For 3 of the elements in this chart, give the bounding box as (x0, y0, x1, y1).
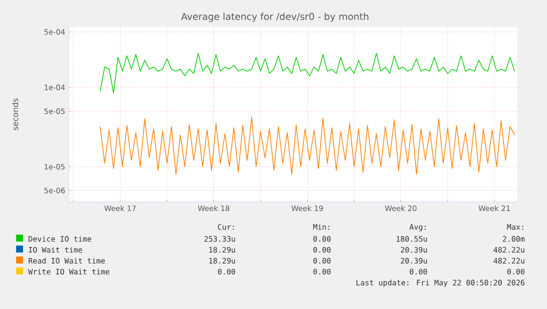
chart-title: Average latency for /dev/sr0 - by month (181, 12, 368, 22)
line-series (100, 116, 515, 175)
line-series (100, 52, 515, 94)
